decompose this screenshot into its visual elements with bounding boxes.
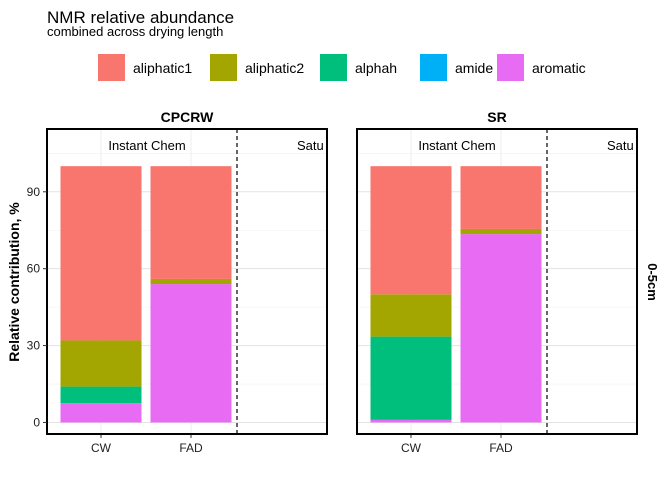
bar-fad-aliphatic2 <box>460 228 542 235</box>
y-tick-label: 0 <box>33 415 40 429</box>
bar-cw-aliphatic1 <box>370 166 452 295</box>
bar-cw-alphah <box>60 386 142 404</box>
legend: aliphatic1 aliphatic2 alphah amide aromatic <box>98 54 586 81</box>
row-facet-label: 0-5cm <box>645 263 660 301</box>
panel-border <box>356 128 638 435</box>
y-tick-label: 30 <box>27 339 41 353</box>
bar-cw-alphah <box>370 336 452 420</box>
bar-fad-aromatic <box>150 284 232 423</box>
x-tick-label: FAD <box>489 441 513 455</box>
panel-title: CPCRW <box>161 109 214 125</box>
annotation-left: Instant Chem <box>108 138 185 153</box>
x-tick-label: CW <box>401 441 422 455</box>
annotation-left: Instant Chem <box>418 138 495 153</box>
bar-cw-aliphatic2 <box>370 294 452 337</box>
legend-key-alphah <box>320 54 347 81</box>
annotation-right: Satu <box>297 138 324 153</box>
legend-label-alphah: alphah <box>355 60 397 76</box>
bars <box>60 166 232 423</box>
chart-subtitle: combined across drying length <box>47 24 223 39</box>
bar-cw-aromatic <box>370 419 452 423</box>
legend-key-aliphatic1 <box>98 54 125 81</box>
x-tick-label: FAD <box>179 441 203 455</box>
annotation-right: Satu <box>607 138 634 153</box>
legend-key-aliphatic2 <box>210 54 237 81</box>
facet-panels: CPCRW CW FAD Instant Chem Satu 0 30 60 90 SR CW FAD… <box>27 109 638 455</box>
bars <box>370 166 542 423</box>
legend-label-aliphatic2: aliphatic2 <box>245 60 304 76</box>
legend-label-aliphatic1: aliphatic1 <box>133 60 192 76</box>
panel-border <box>46 128 328 435</box>
chart-title: NMR relative abundance <box>47 8 234 27</box>
x-tick-label: CW <box>91 441 112 455</box>
panel-sr: SR CW FAD Instant Chem Satu <box>356 109 638 455</box>
bar-cw-aromatic <box>60 403 142 423</box>
bar-cw-aliphatic1 <box>60 166 142 341</box>
bar-fad-aliphatic2 <box>150 278 232 285</box>
legend-label-amide: amide <box>455 60 493 76</box>
legend-key-amide <box>420 54 447 81</box>
y-tick-label: 90 <box>27 185 41 199</box>
legend-key-aromatic <box>497 54 524 81</box>
bar-cw-aliphatic2 <box>60 340 142 387</box>
bar-fad-aliphatic1 <box>460 166 542 229</box>
y-tick-label: 60 <box>27 262 41 276</box>
bar-fad-aliphatic1 <box>150 166 232 279</box>
bar-fad-aromatic <box>460 234 542 423</box>
legend-label-aromatic: aromatic <box>532 60 586 76</box>
panel-title: SR <box>487 109 506 125</box>
y-axis-label: Relative contribution, % <box>6 202 22 362</box>
panel-cpcrw: CPCRW CW FAD Instant Chem Satu 0 30 60 90 <box>27 109 328 455</box>
